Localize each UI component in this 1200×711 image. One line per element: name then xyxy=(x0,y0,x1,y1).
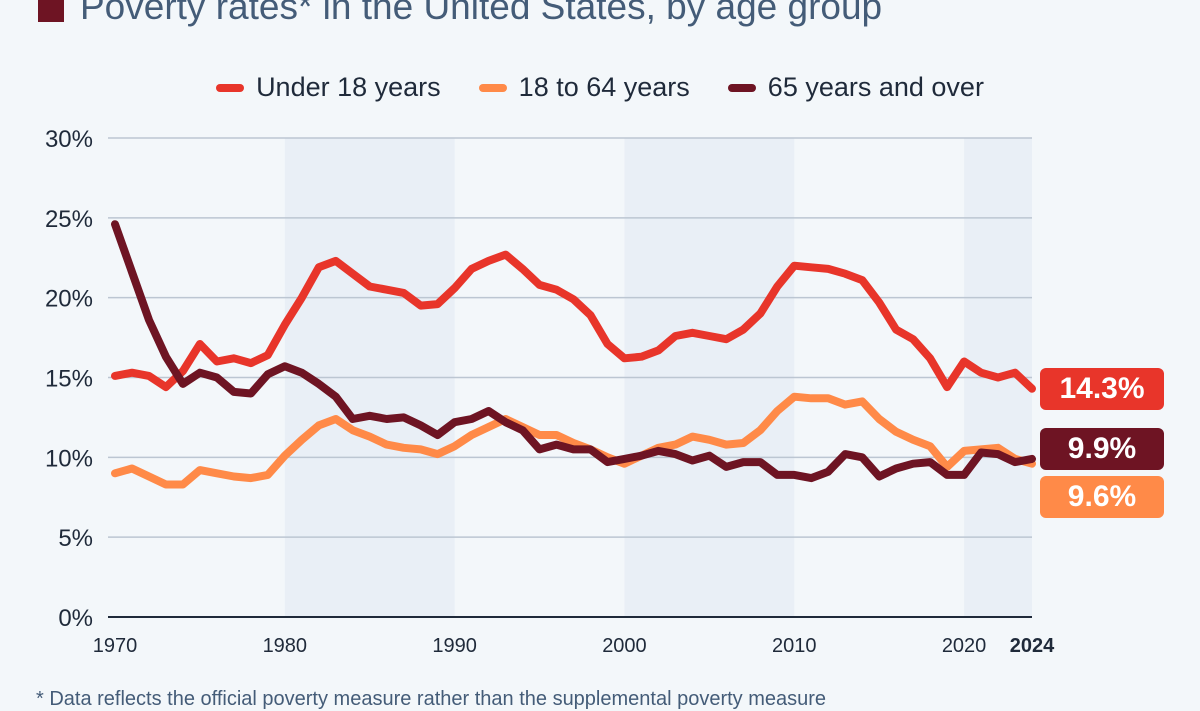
x-tick-label: 1970 xyxy=(93,635,138,657)
legend-swatch xyxy=(727,83,756,92)
end-label-under-18: 14.3% xyxy=(1040,368,1164,410)
legend-label: 18 to 64 years xyxy=(518,72,690,102)
y-tick-label: 20% xyxy=(45,286,93,313)
legend-label: 65 years and over xyxy=(767,72,984,102)
x-tick-label: 2010 xyxy=(772,635,817,657)
end-label-65-over: 9.9% xyxy=(1040,428,1164,470)
x-tick-label: 1980 xyxy=(263,635,308,657)
series-line-under-18-years xyxy=(111,250,1036,393)
legend-swatch xyxy=(216,83,245,92)
x-tick-label: 2020 xyxy=(942,635,987,657)
series-line-18-to-64-years xyxy=(111,392,1036,489)
legend-label: Under 18 years xyxy=(256,72,441,102)
title-text: Poverty rates* in the United States, by … xyxy=(80,0,883,27)
y-tick-label: 0% xyxy=(58,605,93,632)
footnote: * Data reflects the official poverty mea… xyxy=(36,688,827,710)
legend-item-under-18: Under 18 years xyxy=(216,72,441,103)
y-tick-label: 30% xyxy=(45,126,93,153)
chart-title: Poverty rates* in the United States, by … xyxy=(38,0,882,28)
legend-item-18-64: 18 to 64 years xyxy=(478,72,690,103)
y-tick-label: 10% xyxy=(45,445,93,472)
x-tick-label: 2000 xyxy=(602,635,647,657)
end-label-18-64: 9.6% xyxy=(1040,476,1164,518)
legend-swatch xyxy=(478,83,507,92)
legend: Under 18 years 18 to 64 years 65 years a… xyxy=(0,72,1200,103)
y-tick-label: 5% xyxy=(58,525,93,552)
y-tick-label: 25% xyxy=(45,206,93,233)
x-tick-label: 2024 xyxy=(1010,635,1055,657)
title-marker-icon xyxy=(38,0,64,22)
y-tick-label: 15% xyxy=(45,366,93,393)
x-tick-label: 1990 xyxy=(432,635,477,657)
legend-item-65-over: 65 years and over xyxy=(727,72,984,103)
series-line-65-years-and-over xyxy=(111,220,1036,483)
